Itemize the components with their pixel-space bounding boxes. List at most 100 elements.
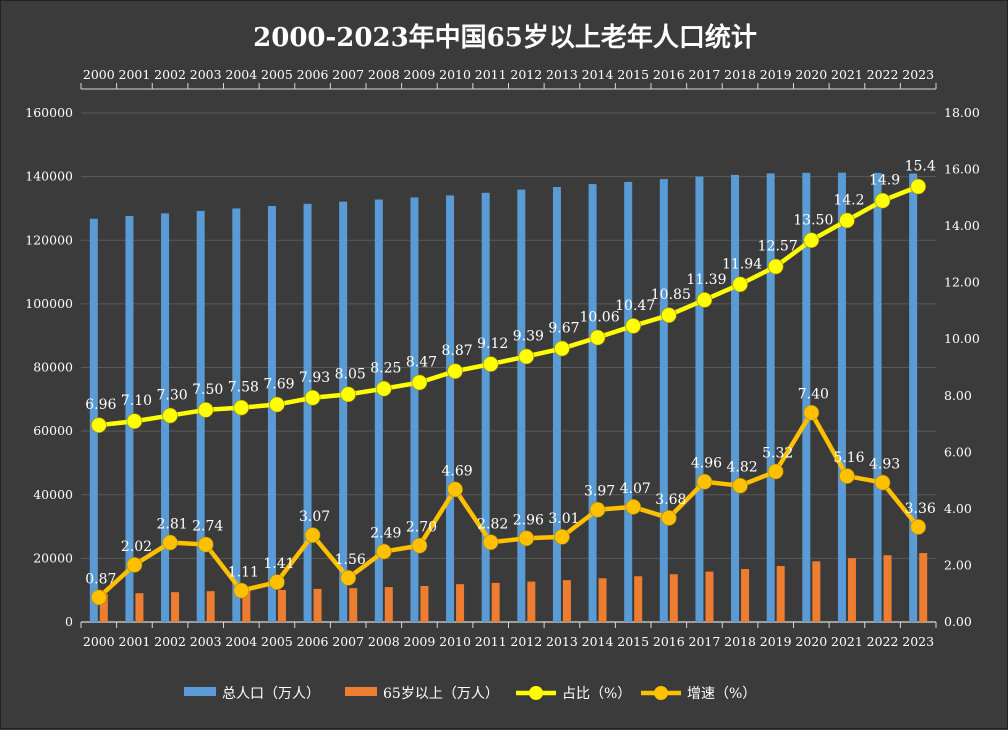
growth-rate-marker [233,582,250,599]
bar-total-population [446,195,455,622]
top-axis-tick-label: 2011 [475,67,507,82]
bar-elderly-population [456,584,465,622]
x-axis-tick-label: 2020 [795,634,827,649]
x-axis-tick-label: 2023 [902,634,934,649]
top-axis-tick-label: 2022 [867,67,899,82]
bar-elderly-population [242,590,251,622]
elderly-share-marker [874,192,891,209]
growth-rate-marker [126,557,143,573]
elderly-share-data-label: 13.50 [793,212,833,228]
bar-elderly-population [99,593,108,622]
growth-rate-data-label: 1.11 [228,565,259,581]
growth-rate-data-label: 5.16 [833,450,864,466]
bar-total-population [339,201,348,622]
bar-elderly-population [384,587,393,622]
growth-rate-data-label: 1.56 [335,552,366,568]
elderly-share-marker [767,258,784,275]
x-axis-tick-label: 2007 [332,634,364,649]
growth-rate-marker [304,527,321,543]
chart-title: 2000-2023年中国65岁以上老年人口统计 [253,23,757,53]
growth-rate-marker [767,463,784,480]
growth-rate-data-label: 4.69 [441,463,472,479]
growth-rate-marker [625,499,641,515]
bar-elderly-population [919,553,928,622]
elderly-share-marker [803,232,820,249]
elderly-share-marker [910,178,926,195]
top-axis-tick-label: 2013 [546,67,578,82]
bar-total-population [267,206,276,622]
legend-growth-rate-swatch-marker [654,686,668,700]
growth-rate-marker [589,501,606,518]
growth-rate-marker [732,477,748,494]
left-axis-tick-label: 0 [65,614,73,629]
growth-rate-data-label: 1.41 [263,556,294,572]
growth-rate-data-label: 2.70 [406,520,437,536]
growth-rate-data-label: 0.87 [85,571,116,587]
legend-growth-rate-label: 增速（%） [687,686,756,702]
elderly-share-data-label: 11.94 [722,256,762,272]
growth-rate-data-label: 3.36 [905,501,936,517]
bar-elderly-population [277,590,286,622]
x-axis-tick-label: 2005 [261,634,293,649]
top-axis-tick-label: 2019 [760,67,792,82]
growth-rate-data-label: 2.02 [121,539,152,555]
elderly-share-data-label: 10.06 [580,310,620,326]
growth-rate-data-label: 2.81 [156,517,187,533]
growth-rate-data-label: 2.82 [477,516,508,532]
growth-rate-data-label: 3.68 [655,492,686,508]
bar-elderly-population [776,566,785,622]
right-axis-tick-label: 12.00 [944,275,980,290]
growth-rate-data-label: 4.82 [726,460,757,476]
bar-elderly-population [705,571,714,622]
x-axis-tick-label: 2022 [867,634,899,649]
bar-elderly-population [349,588,358,622]
bar-elderly-population [313,588,322,622]
right-axis-tick-label: 2.00 [944,557,972,572]
bar-elderly-population [812,561,821,622]
top-axis-tick-label: 2016 [653,67,685,82]
growth-rate-marker [554,529,570,545]
top-axis-tick-label: 2001 [119,67,151,82]
elderly-share-data-label: 7.93 [299,370,330,386]
growth-rate-marker [910,519,926,535]
top-axis-tick-label: 2010 [439,67,471,82]
x-axis-tick-label: 2006 [297,634,329,649]
elderly-share-marker [233,399,250,416]
elderly-share-marker [661,307,677,323]
x-axis-tick-label: 2014 [582,634,614,649]
left-axis-tick-label: 60000 [33,423,73,438]
left-axis-tick-label: 120000 [25,232,73,247]
top-axis-tick-label: 2006 [297,67,329,82]
elderly-share-marker [554,340,570,357]
elderly-share-marker [482,356,499,372]
x-axis-tick-label: 2008 [368,634,400,649]
elderly-share-data-label: 9.39 [513,328,544,344]
right-axis-tick-label: 0.00 [944,614,972,629]
elderly-share-data-label: 12.57 [758,239,798,255]
elderly-share-data-label: 9.12 [477,336,508,352]
growth-rate-marker [518,530,535,547]
legend-elderly-population-label: 65岁以上（万人） [383,686,499,702]
elderly-share-data-label: 15.4 [905,159,936,175]
growth-rate-data-label: 3.01 [548,511,579,527]
elderly-share-data-label: 10.47 [615,298,655,314]
bar-total-population [659,179,668,622]
top-axis-tick-label: 2003 [190,67,222,82]
x-axis-tick-label: 2001 [119,634,151,649]
bar-total-population [517,189,526,622]
legend-elderly-population-swatch [345,687,377,696]
left-axis-tick-label: 80000 [33,360,73,375]
top-axis-tick-label: 2005 [261,67,293,82]
elderly-share-data-label: 8.25 [370,361,401,377]
x-axis-tick-label: 2012 [510,634,542,649]
growth-rate-data-label: 4.96 [691,456,722,472]
bar-elderly-population [171,592,180,622]
top-axis-tick-label: 2000 [83,67,115,82]
elderly-share-data-label: 7.30 [156,388,187,404]
elderly-share-data-label: 8.87 [441,343,472,359]
growth-rate-marker [661,510,677,526]
x-axis-tick-label: 2017 [689,634,721,649]
growth-rate-data-label: 4.93 [869,457,900,473]
top-axis-tick-label: 2012 [510,67,542,82]
